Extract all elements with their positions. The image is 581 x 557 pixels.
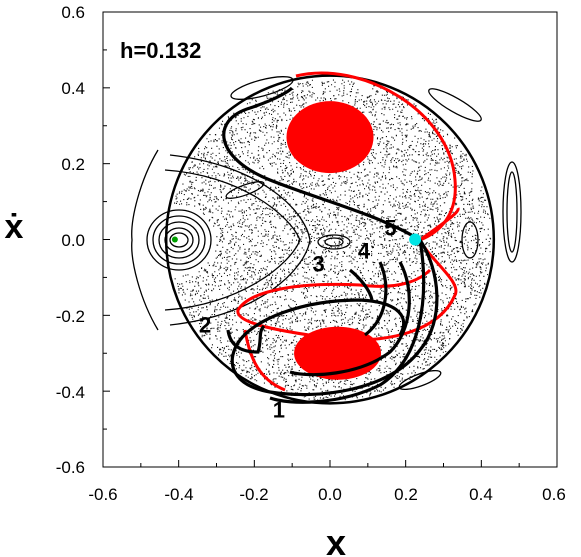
upper-right-island-orbit [428,88,482,122]
y-axis-title: ẋ [5,208,24,246]
black-manifold [226,324,266,354]
y-tick-label: 0.0 [61,231,85,250]
left-libration-curve [164,169,301,311]
y-tick-label: -0.4 [56,383,85,402]
chaotic-sea [174,79,492,401]
left-island-orbit [158,221,200,259]
periodic-point [409,233,422,246]
red-manifold [236,239,458,342]
upper-left-island-orbit [225,181,265,199]
black-manifold [348,268,374,301]
orbit-labels: 1 2 3 45 [199,216,397,423]
x-tick-label: -0.2 [239,485,268,504]
upper-left-island-orbit [230,76,294,100]
x-tick-label: 0.2 [394,485,418,504]
left-island-orbit [146,209,212,271]
y-tick-labels: 0.6 0.4 0.2 0.0 -0.2 -0.4 -0.6 [56,3,85,477]
black-manifold-curves [222,86,439,404]
left-center-point [171,236,178,243]
x-tick-label: 0.0 [318,485,342,504]
lower-right-island-orbit [398,369,442,391]
y-tick-label: 0.2 [61,155,85,174]
orbit-label: 3 [313,252,325,277]
x-tick-label: -0.6 [88,485,117,504]
orbit-label: 5 [384,216,396,241]
left-island-orbit [169,232,189,248]
black-manifold [289,261,411,377]
left-island-orbit [152,215,206,265]
y-tick-label: 0.6 [61,3,85,22]
y-tick-label: -0.2 [56,307,85,326]
y-tick-label: 0.4 [61,79,85,98]
energy-label: h=0.132 [120,38,201,63]
black-manifold [269,239,426,404]
right-island-orbit [506,171,518,253]
black-manifold [364,261,388,337]
upper-island [286,101,374,174]
red-asymptotic-curve [236,71,460,392]
chaotic-sea-dots [174,79,492,401]
x-tick-label: 0.4 [469,485,493,504]
x-tick-label: -0.4 [164,485,193,504]
left-island-orbit [164,227,194,253]
right-island-orbit [461,221,479,259]
right-island-orbit [502,161,522,263]
black-manifold [230,239,439,397]
y-tick-label: -0.6 [56,458,85,477]
orbit-label: 2 [199,312,211,337]
red-manifold [243,329,286,392]
axis-ticks [102,11,558,468]
x-tick-label: 0.6 [542,485,566,504]
red-manifold [419,207,460,242]
energy-boundary [164,74,496,405]
orbit-label: 4 [358,238,371,263]
black-manifold [222,86,421,242]
center-small-orbit [324,237,344,247]
orbit-label: 1 [273,398,285,423]
center-small-orbit [317,234,351,250]
x-axis-title: x [326,522,346,557]
x-tick-labels: -0.6 -0.4 -0.2 0.0 0.2 0.4 0.6 [88,485,565,504]
left-libration-curve [131,149,159,331]
